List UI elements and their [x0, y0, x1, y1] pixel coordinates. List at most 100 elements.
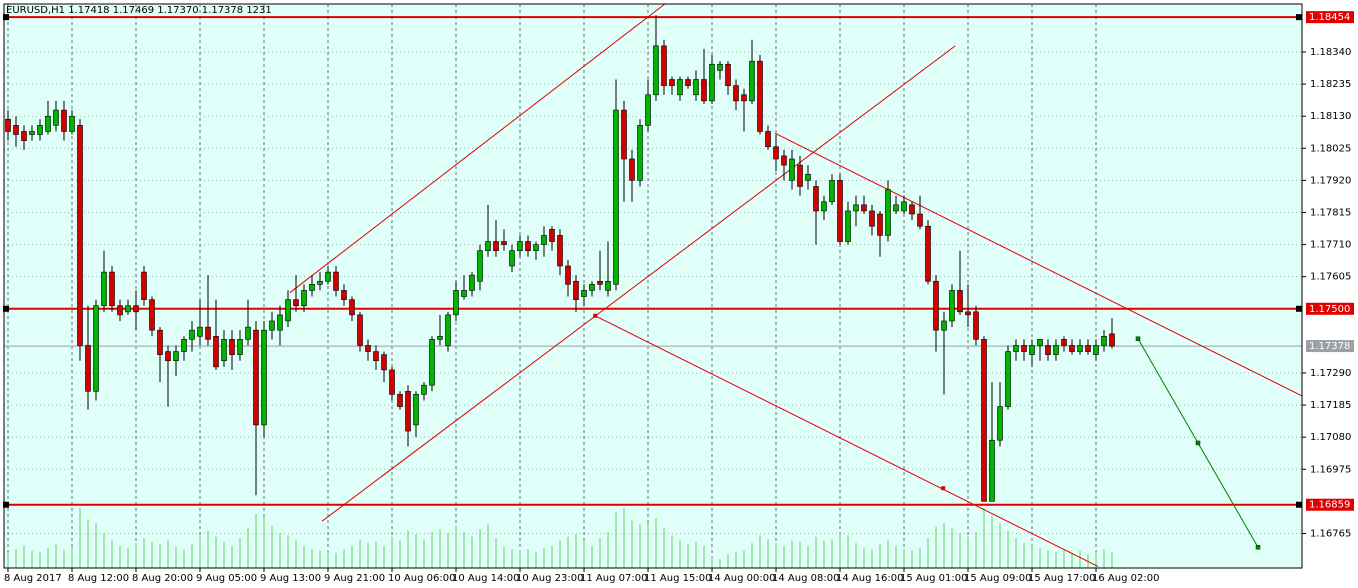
projection-point [1135, 336, 1141, 341]
plot-area [4, 4, 1302, 568]
x-tick-label: 9 Aug 13:00 [260, 573, 321, 584]
candle-body [789, 158, 795, 181]
candle-body [901, 201, 907, 212]
candle-body [1061, 339, 1067, 346]
candle-body [1085, 345, 1091, 352]
candle-body [365, 345, 371, 352]
level-handle [1296, 14, 1302, 21]
candle-body [453, 290, 459, 316]
plot-border [3, 3, 1303, 569]
candle-body [701, 79, 707, 102]
candle-body [397, 394, 403, 407]
candle-body [477, 250, 483, 282]
candle-body [45, 115, 51, 132]
candle-body [381, 354, 387, 371]
candle-body [797, 164, 803, 187]
candle-body [1093, 345, 1099, 355]
candle-body [501, 241, 507, 245]
candle-body [405, 391, 411, 432]
candle-body [605, 280, 611, 291]
candle-body [877, 213, 883, 236]
candle-body [549, 228, 555, 242]
plot-layer [3, 3, 1303, 568]
candle-body [373, 351, 379, 362]
candle-body [733, 85, 739, 102]
candle-body [117, 305, 123, 316]
candle-body [965, 311, 971, 316]
candle-body [445, 314, 451, 346]
anchor-point [941, 486, 946, 491]
candle-body [1077, 345, 1083, 352]
projection-point [1195, 440, 1201, 446]
candle-body [653, 45, 659, 96]
x-tick-label: 10 Aug 14:00 [452, 573, 519, 584]
trend-line [594, 315, 1099, 567]
candle-body [1109, 333, 1115, 347]
x-tick-label: 14 Aug 00:00 [708, 573, 775, 584]
candle-body [13, 125, 19, 135]
candle-body [1037, 339, 1043, 346]
x-tick-label: 9 Aug 05:00 [196, 573, 257, 584]
candle-body [349, 299, 355, 316]
candle-body [5, 118, 11, 132]
candle-body [293, 299, 299, 307]
candle-body [869, 210, 875, 227]
candle-body [437, 335, 443, 340]
candle-body [1069, 345, 1075, 352]
candle-body [157, 329, 163, 355]
candle-body [989, 439, 995, 502]
candle-body [29, 131, 35, 135]
candle-body [357, 314, 363, 346]
y-tick-label: 1.18235 [1310, 79, 1351, 90]
candle-body [717, 63, 723, 71]
candle-body [709, 63, 715, 102]
candle-body [1101, 335, 1107, 346]
x-tick-label: 14 Aug 16:00 [836, 573, 903, 584]
candle-body [173, 351, 179, 362]
level-label: 1.17500 [1309, 304, 1350, 315]
y-tick-label: 1.17920 [1310, 175, 1351, 186]
candle-body [981, 339, 987, 502]
x-tick-label: 15 Aug 09:00 [964, 573, 1031, 584]
candle-body [93, 305, 99, 392]
candle-body [421, 384, 427, 395]
candle-body [509, 250, 515, 267]
candle-body [925, 225, 931, 282]
candle-body [317, 280, 323, 285]
candle-body [109, 271, 115, 307]
price-label-box [1306, 340, 1354, 353]
candle-body [149, 299, 155, 331]
candle-body [933, 280, 939, 331]
candle-body [21, 131, 27, 141]
candle-body [341, 290, 347, 300]
candle-body [165, 351, 171, 362]
candle-body [541, 235, 547, 245]
candle-body [37, 125, 43, 135]
trend-line [289, 3, 666, 293]
x-tick-label: 8 Aug 2017 [4, 573, 62, 584]
candle-body [829, 180, 835, 203]
trend-line [774, 132, 1303, 397]
candle-body [597, 280, 603, 285]
candle-body [557, 235, 563, 267]
candle-body [181, 339, 187, 352]
candle-body [669, 79, 675, 86]
candle-body [629, 158, 635, 181]
candle-body [133, 305, 139, 313]
y-tick-label: 1.17080 [1310, 432, 1351, 443]
candle-body [813, 186, 819, 212]
candle-body [77, 125, 83, 346]
level-handle [1296, 305, 1302, 312]
candle-body [485, 241, 491, 251]
candle-body [1005, 351, 1011, 407]
trend-line [321, 45, 956, 522]
level-handle [3, 501, 9, 508]
level-label-box [1306, 498, 1354, 511]
candle-body [973, 311, 979, 340]
candle-body [85, 345, 91, 392]
candle-body [261, 329, 267, 426]
candle-body [205, 326, 211, 340]
candle-body [573, 280, 579, 300]
level-handle [3, 305, 9, 312]
